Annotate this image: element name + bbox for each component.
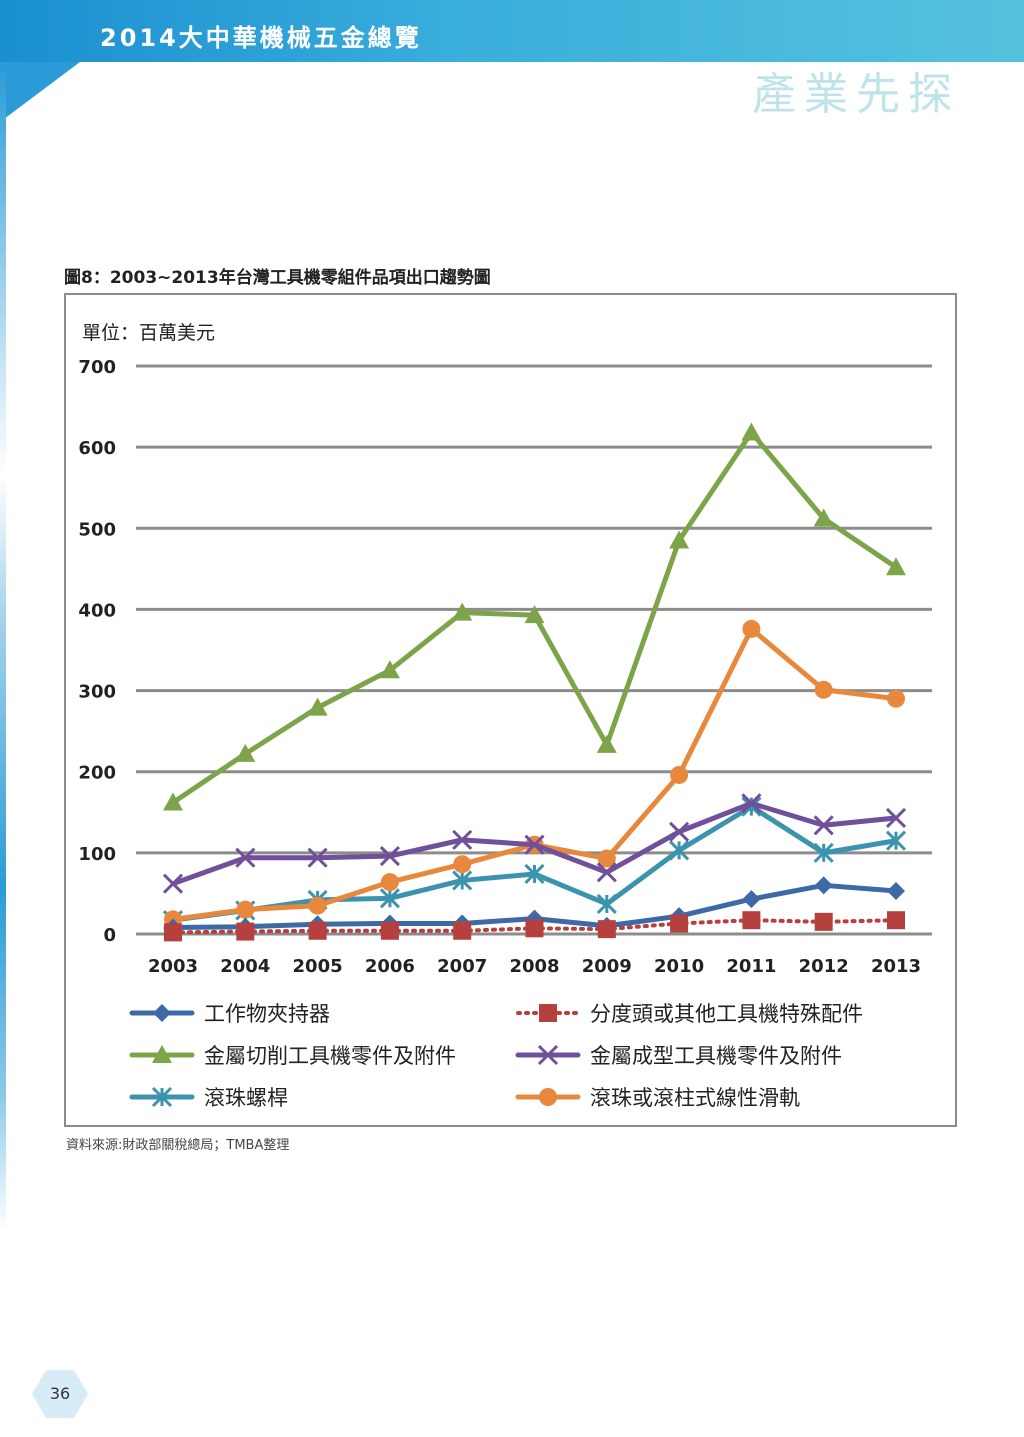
- series-line: [170, 804, 899, 923]
- data-point: [814, 912, 833, 931]
- data-point: [596, 734, 617, 753]
- legend-marker: [537, 1044, 559, 1066]
- x-tick-label: 2003: [148, 956, 198, 977]
- y-tick-label: 200: [78, 763, 116, 784]
- data-point: [742, 619, 761, 638]
- data-point: [813, 842, 834, 863]
- data-point: [813, 508, 834, 527]
- data-point: [162, 873, 184, 894]
- x-tick-label: 2008: [509, 956, 559, 977]
- x-tick-label: 2006: [365, 956, 415, 977]
- chart-frame: 單位：百萬美元 700 600 500 400 300 200 100 0 2003 2004 200…: [64, 293, 957, 1127]
- data-point: [380, 873, 399, 892]
- data-point: [887, 689, 905, 708]
- x-tick-label: 2009: [582, 956, 632, 977]
- legend-marker: [151, 1086, 173, 1108]
- data-point: [886, 557, 906, 576]
- data-point: [524, 863, 545, 885]
- data-point: [379, 846, 400, 867]
- data-point: [453, 855, 472, 874]
- data-point: [669, 530, 690, 549]
- data-point: [741, 793, 762, 814]
- data-point: [525, 919, 544, 938]
- y-tick-label: 700: [78, 357, 116, 378]
- data-point: [235, 847, 256, 868]
- x-tick-label: 2011: [726, 956, 776, 977]
- data-point: [164, 923, 182, 942]
- data-point: [452, 829, 473, 850]
- data-point: [814, 876, 833, 895]
- data-point: [452, 602, 473, 621]
- x-tick-label: 2005: [293, 956, 343, 977]
- data-point: [524, 834, 545, 855]
- legend-label: 金屬切削工具機零件及附件: [204, 1044, 456, 1068]
- data-point: [235, 743, 256, 762]
- legend-label: 滾珠或滾柱式線性滑軌: [590, 1086, 800, 1110]
- publication-title: 2014大中華機械五金總覽: [100, 24, 422, 52]
- source-note: 資料來源:財政部關稅總局；TMBA整理: [66, 1138, 290, 1153]
- y-tick-label: 400: [78, 600, 116, 621]
- y-tick-label: 600: [78, 438, 116, 459]
- legend-marker: [539, 1004, 557, 1022]
- data-point: [887, 911, 905, 930]
- y-tick-label: 0: [103, 925, 116, 946]
- x-tick-label: 2010: [654, 956, 704, 977]
- data-point: [308, 921, 327, 940]
- data-point: [597, 920, 616, 939]
- unit-label: 單位：百萬美元: [82, 322, 215, 344]
- y-tick-label: 100: [78, 844, 116, 865]
- data-point: [452, 870, 473, 891]
- data-point: [742, 911, 761, 930]
- legend-marker: [539, 1088, 557, 1106]
- data-point: [597, 849, 616, 868]
- data-point: [453, 921, 472, 940]
- header-corner-decoration: [0, 62, 80, 122]
- legend-label: 滾珠螺桿: [204, 1086, 288, 1110]
- data-point: [669, 840, 690, 861]
- data-point: [379, 888, 400, 909]
- data-point: [307, 847, 328, 868]
- line-chart: 單位：百萬美元 700 600 500 400 300 200 100 0 2003 2004 200…: [78, 322, 932, 1110]
- x-tick-label: 2012: [799, 956, 849, 977]
- data-point: [813, 815, 834, 836]
- legend-label: 分度頭或其他工具機特殊配件: [590, 1002, 863, 1026]
- data-point: [163, 792, 183, 811]
- data-point: [524, 605, 545, 624]
- page-number: 36: [49, 1384, 71, 1403]
- data-point: [741, 422, 762, 441]
- legend-label: 金屬成型工具機零件及附件: [590, 1044, 842, 1068]
- data-point: [380, 921, 399, 940]
- hexagon-badge-icon: [32, 1370, 88, 1418]
- data-point: [885, 830, 907, 851]
- left-edge-strip: [0, 62, 6, 1437]
- figure-caption: 圖8：2003~2013年台灣工具機零組件品項出口趨勢圖: [64, 268, 491, 288]
- data-point: [308, 896, 327, 915]
- data-point: [669, 821, 690, 842]
- legend-marker: [153, 1004, 171, 1022]
- x-tick-label: 2013: [871, 956, 921, 977]
- section-title: 產業先探: [752, 69, 960, 120]
- data-point: [596, 862, 617, 883]
- data-point: [885, 807, 907, 829]
- data-point: [236, 922, 255, 941]
- header-band: [0, 0, 1024, 62]
- data-point: [670, 914, 689, 933]
- data-point: [741, 796, 762, 817]
- data-point: [742, 890, 761, 909]
- data-point: [814, 680, 833, 699]
- y-tick-label: 300: [78, 682, 116, 703]
- x-tick-label: 2007: [437, 956, 487, 977]
- data-point: [596, 893, 617, 915]
- data-point: [236, 900, 255, 919]
- x-tick-label: 2004: [220, 956, 270, 977]
- legend-marker: [152, 1045, 172, 1063]
- data-point: [670, 765, 689, 784]
- legend-label: 工作物夾持器: [204, 1002, 330, 1026]
- data-point: [887, 881, 905, 900]
- y-tick-label: 500: [78, 519, 116, 540]
- data-point: [307, 697, 328, 716]
- data-point: [379, 660, 400, 679]
